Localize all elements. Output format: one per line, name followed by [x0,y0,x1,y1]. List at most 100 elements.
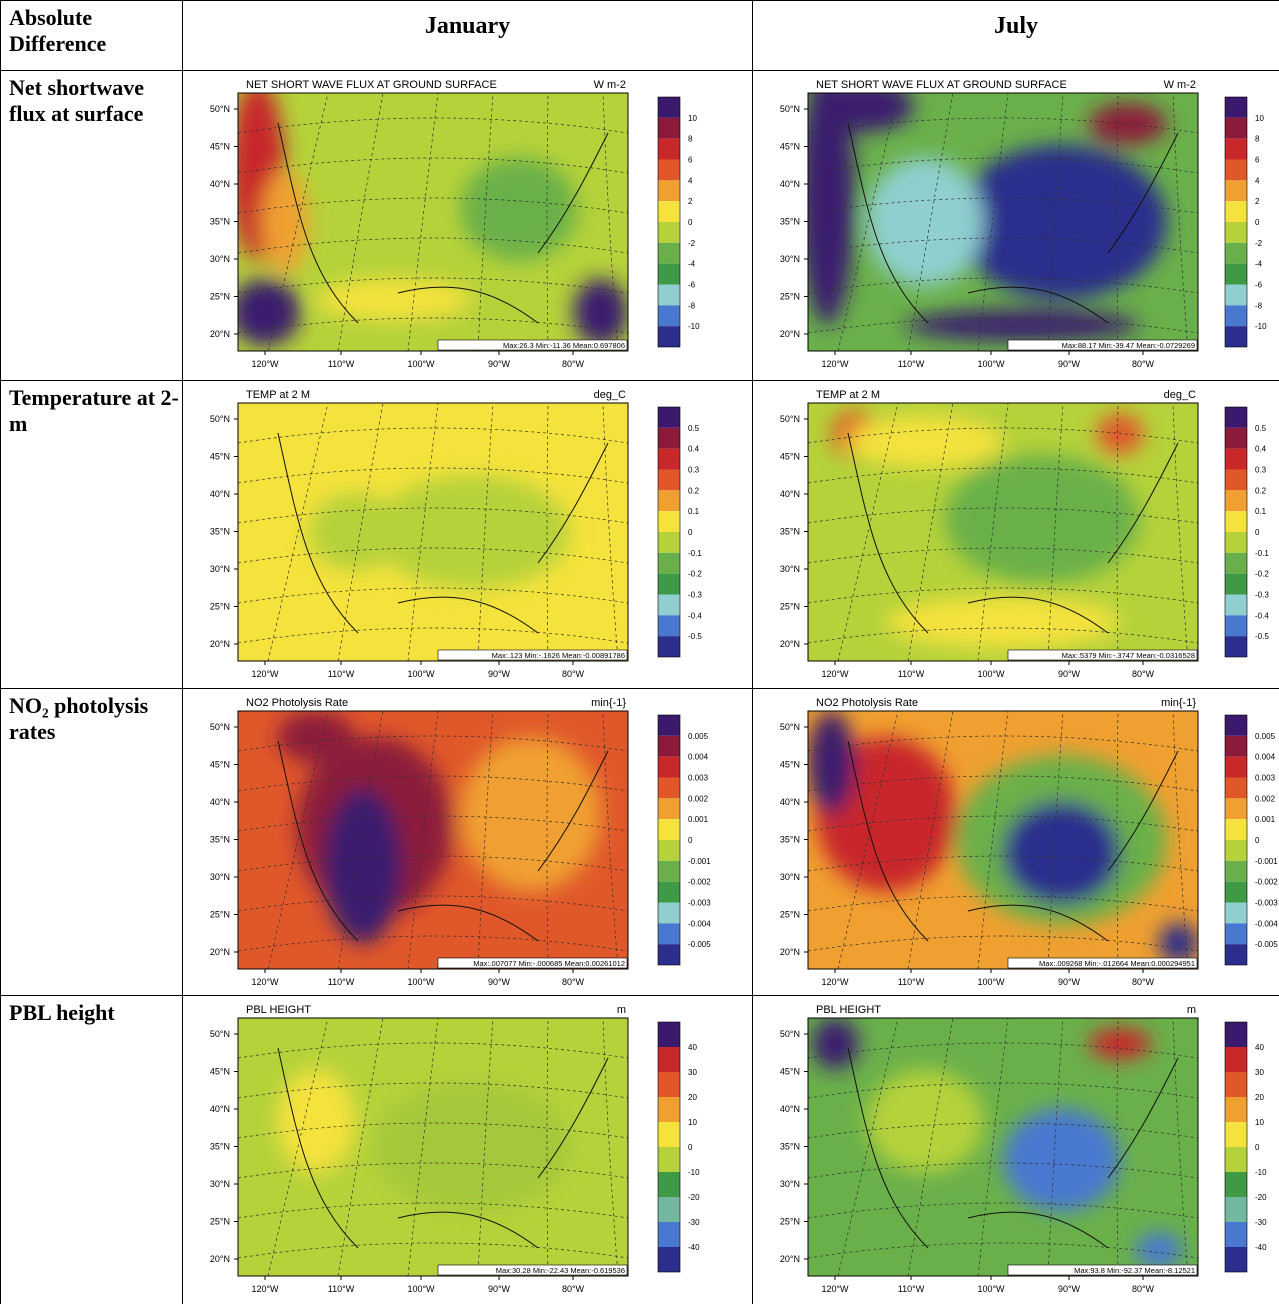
map-blobs [308,475,570,589]
lon-label: 90°W [1058,669,1081,679]
lat-label: 35°N [210,835,230,845]
colorbar-label: -8 [688,301,696,310]
lat-label: 20°N [780,639,800,649]
colorbar-label: 0.5 [1255,424,1267,433]
colorbar-box [658,448,680,470]
colorbar-label: -0.002 [688,878,711,887]
map-blob [460,157,578,261]
lon-label: 110°W [898,1284,925,1294]
lat-label: 20°N [780,1254,800,1264]
stats: Max:30.28 Min:-22.43 Mean:-0.619536 [496,1266,625,1275]
map-blob [866,1069,984,1173]
colorbar-label: 10 [1255,114,1264,123]
coastline [847,1047,1179,1249]
colorbar-label: 0.004 [688,753,709,762]
map-field [808,711,1198,969]
colorbar-label: 0.003 [1255,774,1276,783]
map-blob [847,415,1003,468]
panel-units: m [617,1004,626,1016]
lat-label: 25°N [780,1217,800,1227]
graticule [337,93,384,351]
lat-label: 40°N [780,1104,800,1114]
lat-label: 50°N [210,414,230,424]
colorbar-label: -4 [1255,260,1263,269]
stats: Max:26.3 Min:-11.36 Mean:0.697806 [503,341,625,350]
graticule [1047,403,1064,661]
graticule [1116,93,1119,351]
panel-title: NET SHORT WAVE FLUX AT GROUND SURFACE [246,79,497,91]
map-panel: TEMP at 2 M deg_C 50°N 45°N 40°N 35°N 30°N 25°N… [780,389,1269,679]
colorbar-box [1225,427,1247,449]
colorbar-box [1225,735,1247,757]
map-blob [573,278,628,346]
graticule [546,403,549,661]
lon-label: 80°W [562,977,585,987]
map-blobs [277,1069,570,1212]
colorbar-box [1225,840,1247,861]
colorbar-box [658,923,680,945]
lat-label: 45°N [210,142,230,152]
colorbar-box [1225,777,1247,799]
map-blob [277,1069,355,1173]
colorbar-box [658,138,680,160]
colorbar-box [658,1072,680,1097]
stats-box [1007,957,1198,969]
colorbar-label: 0.004 [1255,753,1276,762]
map-blob [261,170,309,274]
colorbar-label: 0.2 [688,486,700,495]
colorbar-label: 4 [688,176,693,185]
colorbar-box [658,860,680,882]
lat-label: 40°N [780,179,800,189]
colorbar-frame [1224,1021,1248,1273]
colorbar-label: -40 [688,1243,700,1252]
coastline [277,1047,609,1249]
map-field [808,1018,1198,1276]
stats-box [1007,1264,1198,1276]
graticule [1172,1018,1189,1276]
colorbar-label: -20 [1255,1193,1267,1202]
panel-title: NO2 Photolysis Rate [246,697,348,709]
colorbar-box [658,159,680,181]
colorbar-box [658,222,680,243]
colorbar-label: 0.3 [1255,466,1267,475]
lon-label: 120°W [821,359,849,369]
colorbar-label: 0 [1255,218,1260,227]
colorbar-label: -0.1 [688,549,702,558]
map-panel: NET SHORT WAVE FLUX AT GROUND SURFACE W m… [210,79,700,369]
colorbar-label: -0.001 [688,857,711,866]
stats: Max:93.8 Min:-92.37 Mean:-8.12521 [1074,1266,1195,1275]
colorbar-box [1225,263,1247,285]
column-header: January [183,1,753,71]
graticule [267,403,329,661]
lat-label: 50°N [210,104,230,114]
lon-label: 80°W [1132,1284,1155,1294]
colorbar-frame [1224,96,1248,348]
colorbar-label: 30 [688,1068,697,1077]
colorbar-box [1225,615,1247,637]
colorbar-box [1225,201,1247,222]
colorbar-box [658,532,680,553]
map-blob [808,711,855,815]
lon-label: 100°W [977,359,1005,369]
colorbar-label: -0.001 [1255,857,1278,866]
stats-box [437,649,628,661]
lon-label: 90°W [1058,977,1081,987]
lon-label: 80°W [562,359,585,369]
colorbar-box [1225,117,1247,139]
lat-label: 25°N [780,602,800,612]
graticule [602,93,619,351]
lat-label: 40°N [210,797,230,807]
graticule [1116,711,1119,969]
colorbar-box [1225,284,1247,306]
colorbar-label: 40 [688,1043,697,1052]
map-blob [1159,922,1198,964]
map-cell: TEMP at 2 M deg_C 50°N 45°N 40°N 35°N 30°N 25°N… [753,381,1279,689]
lat-label: 30°N [210,872,230,882]
colorbar-box [658,1147,680,1172]
stats-box [437,957,628,969]
colorbar-frame [1224,714,1248,966]
graticule [546,1018,549,1276]
panel-units: m [1187,1004,1196,1016]
colorbar-label: 0.002 [1255,794,1276,803]
colorbar-box [658,305,680,327]
